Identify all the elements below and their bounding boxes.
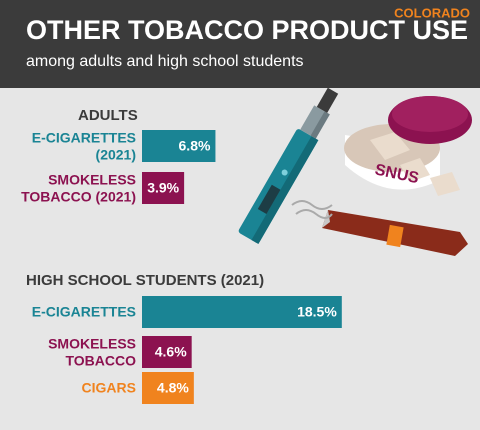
bar	[142, 172, 185, 204]
category-label: E-CIGARETTES (2021)	[32, 129, 136, 162]
category-label: SMOKELESS TOBACCO	[48, 335, 136, 368]
value-label: 3.9%	[147, 180, 179, 196]
bar	[142, 130, 216, 162]
bar	[142, 296, 342, 328]
value-label: 4.6%	[155, 344, 187, 360]
group-title: HIGH SCHOOL STUDENTS (2021)	[26, 272, 264, 289]
cigar-illustration	[291, 200, 468, 256]
category-label: SMOKELESS TOBACCO (2021)	[21, 171, 136, 204]
bar	[142, 372, 194, 404]
category-label: CIGARS	[82, 380, 136, 396]
value-label: 4.8%	[157, 380, 189, 396]
group-title: ADULTS	[78, 107, 138, 124]
header-band	[0, 0, 480, 88]
bar	[142, 336, 192, 368]
state-label: COLORADO	[394, 5, 470, 20]
title: OTHER TOBACCO PRODUCT USE	[26, 15, 468, 45]
subtitle: among adults and high school students	[26, 53, 304, 70]
value-label: 6.8%	[179, 138, 211, 154]
snus-illustration: SNUS	[344, 96, 472, 196]
vape-illustration	[238, 87, 339, 244]
value-label: 18.5%	[297, 304, 337, 320]
category-label: E-CIGARETTES	[32, 304, 136, 320]
